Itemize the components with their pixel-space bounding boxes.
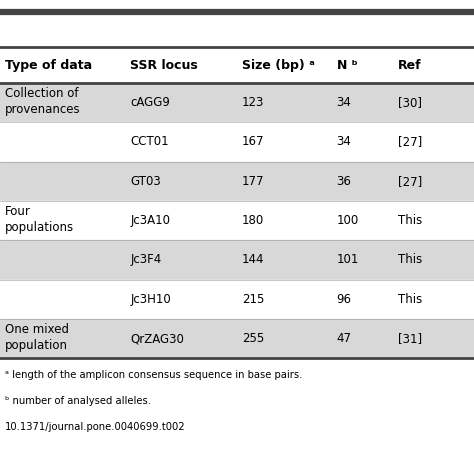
Text: 255: 255: [242, 332, 264, 345]
Bar: [0, 47, 474, 83]
Text: SSR locus: SSR locus: [130, 59, 198, 72]
Text: ᵇ number of analysed alleles.: ᵇ number of analysed alleles.: [5, 396, 151, 406]
Bar: [0, 201, 474, 240]
Text: 123: 123: [242, 96, 264, 109]
Text: One mixed
population: One mixed population: [5, 323, 69, 352]
Bar: [0, 280, 474, 319]
Text: 144: 144: [242, 254, 264, 266]
Text: This: This: [398, 214, 422, 227]
Text: 177: 177: [242, 175, 264, 188]
Text: Type of data: Type of data: [5, 59, 92, 72]
Text: Jc3H10: Jc3H10: [130, 293, 171, 306]
Text: 180: 180: [242, 214, 264, 227]
Text: [30]: [30]: [398, 96, 422, 109]
Text: [27]: [27]: [398, 175, 422, 188]
Text: Four
populations: Four populations: [5, 205, 74, 234]
Text: N ᵇ: N ᵇ: [337, 59, 357, 72]
Text: 34: 34: [337, 96, 351, 109]
Bar: [0, 240, 474, 280]
Text: Collection of
provenances: Collection of provenances: [5, 87, 81, 116]
Bar: [0, 319, 474, 358]
Text: Ref: Ref: [398, 59, 422, 72]
Text: 47: 47: [337, 332, 352, 345]
Text: 36: 36: [337, 175, 351, 188]
Text: This: This: [398, 293, 422, 306]
Text: QrZAG30: QrZAG30: [130, 332, 184, 345]
Bar: [0, 162, 474, 201]
Text: ᵃ length of the amplicon consensus sequence in base pairs.: ᵃ length of the amplicon consensus seque…: [5, 370, 302, 380]
Text: This: This: [398, 254, 422, 266]
Text: [27]: [27]: [398, 136, 422, 148]
Text: 10.1371/journal.pone.0040699.t002: 10.1371/journal.pone.0040699.t002: [5, 422, 185, 432]
Bar: [0, 83, 474, 122]
Bar: [0, 122, 474, 162]
Text: cAGG9: cAGG9: [130, 96, 170, 109]
Text: 34: 34: [337, 136, 351, 148]
Text: GT03: GT03: [130, 175, 161, 188]
Text: 101: 101: [337, 254, 359, 266]
Text: Size (bp) ᵃ: Size (bp) ᵃ: [242, 59, 315, 72]
Text: CCT01: CCT01: [130, 136, 169, 148]
Text: Jc3A10: Jc3A10: [130, 214, 170, 227]
Text: 167: 167: [242, 136, 264, 148]
Text: Jc3F4: Jc3F4: [130, 254, 162, 266]
Text: 215: 215: [242, 293, 264, 306]
Text: [31]: [31]: [398, 332, 422, 345]
Text: 96: 96: [337, 293, 352, 306]
Text: 100: 100: [337, 214, 359, 227]
